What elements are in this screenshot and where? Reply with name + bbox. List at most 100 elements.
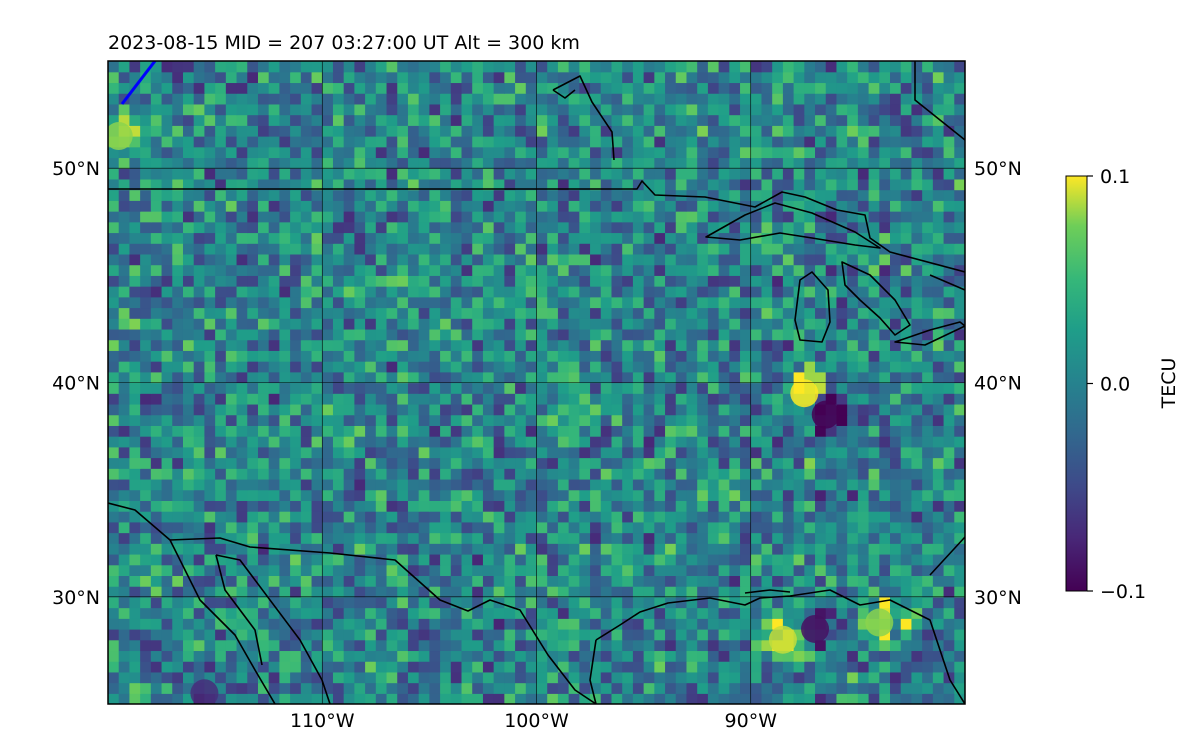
tec-cell [279, 575, 291, 587]
tec-cell [108, 71, 120, 84]
tec-cell [515, 157, 527, 169]
tec-cell [879, 296, 891, 309]
tec-cell [129, 682, 141, 694]
tec-cell [386, 564, 398, 576]
tec-cell [793, 586, 805, 598]
tec-cell [450, 553, 463, 566]
tec-cell [365, 275, 377, 287]
tec-cell [182, 382, 195, 394]
tec-cell [707, 382, 720, 394]
tec-cell [611, 328, 623, 341]
tec-cell [675, 361, 688, 373]
tec-cell [557, 125, 570, 137]
tec-cell [429, 478, 441, 491]
tec-cell [150, 478, 163, 491]
tec-cell [418, 371, 430, 384]
tec-cell [279, 318, 291, 330]
tec-cell [836, 178, 848, 191]
tec-cell [236, 478, 248, 491]
tec-cell [236, 211, 248, 223]
tec-cell [536, 693, 548, 704]
tec-cell [643, 671, 655, 684]
tec-cell [568, 211, 580, 223]
tec-cell [632, 264, 645, 276]
tec-cell [108, 575, 120, 587]
tec-cell [643, 511, 655, 523]
tec-cell [386, 146, 398, 159]
tec-cell [804, 146, 816, 159]
tec-cell [622, 232, 634, 244]
tec-cell [429, 414, 441, 426]
tec-cell [536, 243, 548, 255]
tec-cell [300, 618, 313, 630]
tec-cell [750, 243, 763, 255]
tec-cell [793, 596, 805, 609]
tec-cell [140, 286, 152, 298]
tec-cell [215, 211, 227, 223]
tec-cell [354, 286, 366, 298]
tec-cell [815, 371, 827, 384]
tec-cell [954, 618, 965, 630]
tec-cell [472, 114, 484, 126]
tec-cell [643, 564, 655, 576]
tec-cell [643, 136, 655, 148]
tec-cell [954, 693, 965, 704]
tec-cell [557, 146, 570, 159]
tec-cell [257, 146, 270, 159]
tec-cell [440, 307, 452, 319]
tec-cell [247, 511, 259, 523]
tec-cell [868, 575, 880, 587]
tec-cell [750, 468, 763, 480]
tec-cell [890, 511, 902, 523]
tec-cell [954, 511, 965, 523]
tec-cell [922, 125, 934, 137]
tec-cell [182, 296, 195, 309]
tec-cell [911, 532, 923, 544]
tec-cell [386, 361, 398, 373]
tec-cell [804, 350, 816, 362]
tec-cell [557, 682, 570, 694]
tec-cell [547, 243, 559, 255]
tec-cell [675, 350, 688, 362]
tec-cell [547, 350, 559, 362]
tec-cell [622, 307, 634, 319]
tec-cell [407, 361, 420, 373]
tec-cell [890, 382, 902, 394]
tec-cell [161, 221, 173, 234]
tec-cell [954, 628, 965, 641]
tec-cell [611, 393, 623, 405]
tec-cell [493, 500, 505, 512]
tec-cell [772, 221, 784, 234]
tec-cell [750, 382, 763, 394]
tec-cell [686, 232, 698, 244]
tec-cell [482, 521, 495, 534]
tec-cell [900, 414, 913, 426]
tec-cell [600, 146, 613, 159]
tec-cell [579, 543, 591, 555]
tec-cell [418, 478, 430, 491]
tec-cell [825, 382, 838, 394]
tec-cell [718, 339, 730, 351]
tec-cell [922, 157, 934, 169]
tec-cell [793, 82, 805, 94]
tec-cell [911, 200, 923, 212]
tec-cell [525, 607, 538, 619]
tec-cell [343, 221, 355, 234]
tec-cell [847, 264, 859, 276]
tec-cell [954, 296, 965, 309]
tec-cell [236, 168, 248, 180]
tec-cell [161, 500, 173, 512]
tec-cell [332, 403, 345, 416]
tec-cell [922, 403, 934, 416]
tec-cell [182, 478, 195, 491]
tec-cell [643, 468, 655, 480]
tec-cell [643, 125, 655, 137]
tec-cell [782, 221, 795, 234]
tec-cell [515, 71, 527, 84]
tec-cell [215, 500, 227, 512]
tec-cell [729, 93, 741, 105]
tec-cell [161, 543, 173, 555]
tec-cell [718, 328, 730, 341]
tec-cell [793, 618, 805, 630]
tec-cell [182, 639, 195, 652]
